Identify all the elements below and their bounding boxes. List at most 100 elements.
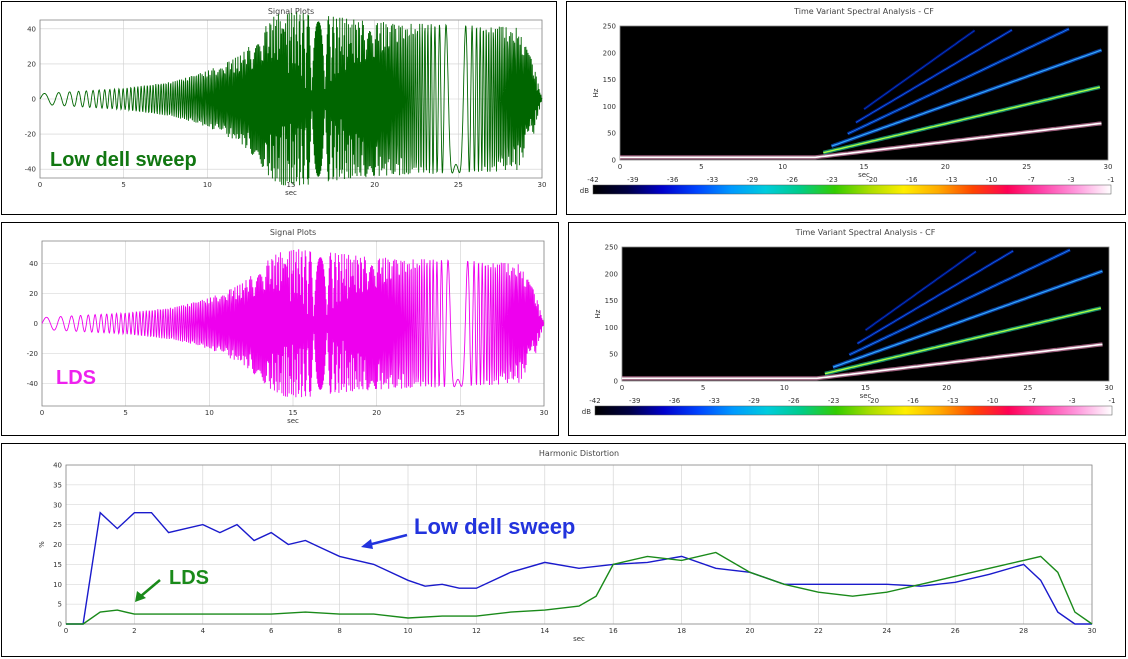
spec1-ytick: 50 (607, 130, 616, 138)
spec1-colorbar-tick: -10 (986, 176, 997, 184)
hd-xtick: 30 (1088, 627, 1097, 635)
sig2-xtick: 10 (205, 409, 214, 417)
spec2-harmonic-line (622, 343, 1103, 380)
spec2-ytick: 50 (609, 351, 618, 359)
hd-xtick: 8 (337, 627, 341, 635)
hd-xtick: 22 (814, 627, 823, 635)
sig2-xtick: 20 (372, 409, 381, 417)
spec1-colorbar-tick: -39 (627, 176, 638, 184)
spec1-xlabel: sec (858, 171, 870, 179)
spec2-title: Time Variant Spectral Analysis - CF (795, 228, 936, 237)
sig1-xtick: 5 (121, 181, 125, 189)
annotation-low-dell-sweep: Low dell sweep (50, 149, 197, 171)
spec2-xtick: 20 (942, 384, 951, 392)
hd-ytick: 25 (53, 521, 62, 529)
spec1-colorbar-tick: -33 (707, 176, 718, 184)
spec1-colorbar-tick: -29 (747, 176, 758, 184)
spec2-xtick: 30 (1105, 384, 1114, 392)
hd-ytick: 0 (58, 621, 62, 629)
hd-xtick: 0 (64, 627, 68, 635)
spec1-harmonic-line (863, 30, 975, 110)
sig1-xtick: 15 (287, 181, 296, 189)
spec1-xtick: 5 (699, 163, 703, 171)
hd-xtick: 24 (882, 627, 891, 635)
hd-xtick: 4 (201, 627, 206, 635)
spec2-colorbar-tick: -13 (947, 397, 958, 405)
hd-series-low-dell-sweep (66, 511, 1092, 625)
sig2-waveform (41, 249, 545, 398)
hd-ytick: 15 (53, 561, 62, 569)
sig1-xtick: 20 (370, 181, 379, 189)
spec2-colorbar-tick: -26 (788, 397, 800, 405)
spec2-xtick: 0 (620, 384, 624, 392)
spec1-colorbar-tick: -36 (667, 176, 679, 184)
spec1-colorbar-tick: -20 (866, 176, 877, 184)
hd-ytick: 30 (53, 501, 62, 509)
hd-xtick: 14 (540, 627, 549, 635)
sig2-xlabel: sec (287, 417, 299, 425)
hd-xlabel: sec (573, 635, 585, 643)
spec1-colorbar-tick: -42 (587, 176, 598, 184)
spec1-axes-frame (619, 25, 1109, 161)
spec1-colorbar-tick: -26 (787, 176, 799, 184)
annotation-low-dell-sweep-hd: Low dell sweep (414, 514, 576, 539)
spec2-axes-frame (621, 246, 1110, 382)
spec2-xtick: 5 (701, 384, 705, 392)
annotation-lds-hd: LDS (169, 567, 209, 589)
hd-ytick: 20 (53, 541, 62, 549)
spec2-colorbar-tick: -39 (629, 397, 640, 405)
spec2-colorbar-label: dB (582, 408, 591, 416)
spec2-ytick: 100 (605, 324, 618, 332)
spec2-ytick: 0 (614, 378, 618, 386)
hd-xtick: 20 (746, 627, 755, 635)
spec1-harmonic-line (855, 29, 1013, 123)
spec2-colorbar-tick: -10 (987, 397, 998, 405)
hd-ytick: 5 (58, 601, 62, 609)
spec1-harmonic-line (847, 28, 1070, 135)
spec2-colorbar (594, 405, 1113, 416)
spec2-xtick: 10 (780, 384, 789, 392)
sig1-xlabel: sec (285, 189, 297, 197)
spec2-xlabel: sec (860, 392, 872, 400)
hd-xtick: 10 (404, 627, 413, 635)
spec1-title: Time Variant Spectral Analysis - CF (793, 7, 934, 16)
hd-arrow-low-dell-sweep (367, 533, 408, 547)
spec1-xtick: 10 (778, 163, 787, 171)
sig2-xtick: 0 (40, 409, 44, 417)
spec2-xtick: 15 (861, 384, 870, 392)
hd-title: Harmonic Distortion (539, 449, 619, 458)
spec2-ylabel: Hz (594, 309, 602, 318)
spec2-colorbar-tick: -29 (748, 397, 759, 405)
sig1-xtick: 25 (454, 181, 463, 189)
hd-xtick: 18 (677, 627, 686, 635)
spec1-harmonic-line (831, 49, 1102, 147)
spec2-colorbar-tick: -3 (1069, 397, 1076, 405)
spectral-plot-top: Time Variant Spectral Analysis - CF 0 5 10 1… (580, 7, 1115, 195)
spec2-colorbar-tick: -42 (589, 397, 600, 405)
spec2-ytick: 250 (605, 244, 618, 252)
hd-xtick: 2 (132, 627, 136, 635)
sig2-xtick: 15 (289, 409, 298, 417)
sig1-ytick: -40 (25, 166, 36, 174)
spec1-ytick: 150 (603, 76, 616, 84)
annotation-lds-middle: LDS (56, 367, 96, 389)
hd-xtick: 6 (269, 627, 274, 635)
spec1-colorbar-tick: -3 (1068, 176, 1075, 184)
sig1-xtick: 10 (203, 181, 212, 189)
spec2-colorbar-tick: -7 (1029, 397, 1036, 405)
hd-ylabel: % (38, 541, 46, 548)
spec2-colorbar-tick: -16 (907, 397, 919, 405)
spec2-colorbar-tick: -23 (828, 397, 839, 405)
sig2-xtick: 25 (456, 409, 465, 417)
spec2-xtick: 25 (1023, 384, 1032, 392)
spec2-harmonic-line (857, 250, 1014, 344)
spec1-harmonic-line (823, 86, 1101, 154)
hd-xtick: 12 (472, 627, 481, 635)
spec1-xtick: 0 (618, 163, 622, 171)
hd-axes-frame (65, 464, 1093, 625)
sig1-xtick: 30 (538, 181, 547, 189)
sig2-ytick: 0 (34, 320, 38, 328)
sig2-ytick: -20 (27, 350, 38, 358)
spec1-colorbar-tick: -1 (1108, 176, 1115, 184)
signal-plot-panel-top: Signal Plots 0 5 10 15 20 25 30 40 20 0 -20 -40 sec L… (1, 1, 557, 215)
